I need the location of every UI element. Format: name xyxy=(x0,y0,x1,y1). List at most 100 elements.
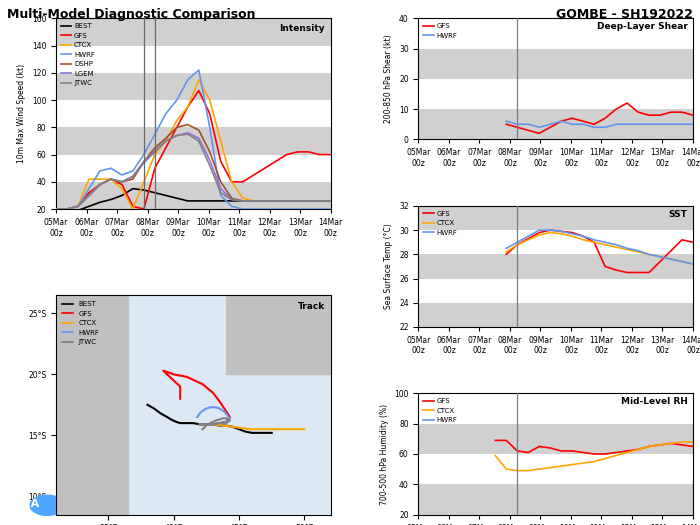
JTWC xyxy=(282,198,290,204)
GFS xyxy=(85,190,93,196)
CTCX xyxy=(228,178,236,185)
GFS xyxy=(612,106,620,112)
JTWC xyxy=(228,196,236,203)
CTCX xyxy=(557,463,566,469)
BEST xyxy=(96,199,104,205)
CTCX xyxy=(272,198,280,204)
GFS xyxy=(623,448,631,454)
BEST xyxy=(228,198,236,204)
GFS xyxy=(557,118,566,124)
HWRF xyxy=(316,206,324,212)
Text: Track: Track xyxy=(298,302,325,311)
JTWC xyxy=(52,206,60,212)
GFS xyxy=(546,124,554,130)
CTCX xyxy=(678,439,686,445)
HWRF xyxy=(129,168,137,174)
GFS xyxy=(513,124,522,130)
HWRF xyxy=(612,242,620,248)
LGEM xyxy=(260,198,269,204)
Text: Mid-Level RH: Mid-Level RH xyxy=(621,397,687,406)
JTWC xyxy=(150,148,159,154)
GFS xyxy=(195,88,203,94)
Y-axis label: 700-500 hPa Humidity (%): 700-500 hPa Humidity (%) xyxy=(379,403,389,505)
GFS xyxy=(535,229,543,236)
HWRF xyxy=(546,121,554,128)
GFS xyxy=(524,235,533,242)
BEST xyxy=(183,198,192,204)
DSHP xyxy=(74,203,82,209)
DSHP xyxy=(63,206,71,212)
GFS xyxy=(546,445,554,451)
HWRF xyxy=(140,151,148,158)
HWRF xyxy=(85,185,93,192)
DSHP xyxy=(272,198,280,204)
GFS xyxy=(634,109,643,116)
HWRF xyxy=(656,254,664,260)
HWRF xyxy=(162,111,170,117)
HWRF xyxy=(260,206,269,212)
BEST xyxy=(140,187,148,193)
HWRF xyxy=(568,121,576,128)
Bar xyxy=(419,254,693,279)
BEST xyxy=(129,185,137,192)
Bar xyxy=(56,182,330,209)
JTWC xyxy=(195,138,203,144)
HWRF xyxy=(74,203,82,209)
HWRF xyxy=(524,121,533,128)
Bar xyxy=(419,484,693,514)
JTWC xyxy=(183,131,192,138)
CTCX xyxy=(249,198,258,204)
LGEM xyxy=(216,185,225,192)
HWRF xyxy=(502,118,510,124)
BEST xyxy=(282,198,290,204)
BEST xyxy=(260,198,269,204)
CTCX xyxy=(568,461,576,468)
GFS xyxy=(568,448,576,454)
GFS xyxy=(216,158,225,164)
DSHP xyxy=(316,198,324,204)
DSHP xyxy=(118,178,126,185)
CTCX xyxy=(634,249,643,255)
GFS xyxy=(74,203,82,209)
HWRF xyxy=(546,227,554,233)
GFS xyxy=(260,165,269,171)
CTCX xyxy=(140,178,148,185)
HWRF xyxy=(513,121,522,128)
JTWC xyxy=(206,162,214,169)
HWRF xyxy=(304,206,313,212)
GFS xyxy=(502,251,510,257)
HWRF xyxy=(689,261,697,267)
GFS xyxy=(601,451,609,457)
GFS xyxy=(667,440,676,447)
CTCX xyxy=(667,256,676,262)
Y-axis label: 10m Max Wind Speed (kt): 10m Max Wind Speed (kt) xyxy=(18,64,26,163)
JTWC xyxy=(304,198,313,204)
LGEM xyxy=(129,173,137,180)
JTWC xyxy=(272,198,280,204)
BEST xyxy=(162,192,170,198)
BEST xyxy=(74,207,82,214)
Bar xyxy=(56,18,330,46)
CTCX xyxy=(293,198,302,204)
BEST xyxy=(316,198,324,204)
Y-axis label: 200-850 hPa Shear (kt): 200-850 hPa Shear (kt) xyxy=(384,35,393,123)
Legend: BEST, GFS, CTCX, HWRF, DSHP, LGEM, JTWC: BEST, GFS, CTCX, HWRF, DSHP, LGEM, JTWC xyxy=(60,22,97,88)
HWRF xyxy=(282,206,290,212)
HWRF xyxy=(656,121,664,128)
CTCX xyxy=(689,261,697,267)
GFS xyxy=(645,112,653,118)
CTCX xyxy=(206,97,214,103)
CTCX xyxy=(173,118,181,124)
GFS xyxy=(612,449,620,456)
CTCX xyxy=(623,449,631,456)
CTCX xyxy=(502,249,510,255)
Line: GFS: GFS xyxy=(56,91,330,209)
CTCX xyxy=(239,195,247,201)
CTCX xyxy=(667,440,676,447)
JTWC xyxy=(249,198,258,204)
HWRF xyxy=(118,172,126,178)
HWRF xyxy=(535,227,543,233)
LGEM xyxy=(206,157,214,163)
GFS xyxy=(513,242,522,248)
DSHP xyxy=(183,121,192,128)
